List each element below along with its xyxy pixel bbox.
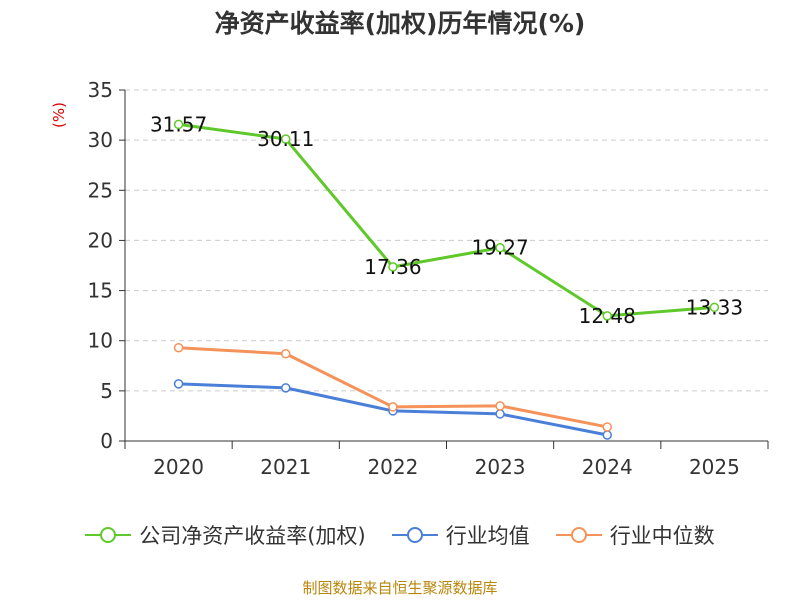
data-point bbox=[709, 302, 720, 313]
data-point bbox=[495, 242, 505, 253]
data-point bbox=[602, 422, 612, 432]
data-point bbox=[173, 379, 184, 389]
data-point bbox=[173, 119, 184, 130]
x-tick-label: 2025 bbox=[689, 455, 740, 479]
legend-line-marker-icon bbox=[85, 527, 132, 543]
y-tick-label: 5 bbox=[100, 379, 113, 403]
legend: 公司净资产收益率(加权) 行业均值 行业中位数 bbox=[0, 520, 800, 550]
data-point bbox=[495, 409, 505, 419]
data-point bbox=[281, 349, 291, 359]
legend-line-marker-icon bbox=[555, 527, 602, 543]
legend-label-industry-average: 行业均值 bbox=[445, 524, 530, 548]
legend-item-company[interactable]: 公司净资产收益率(加权) bbox=[85, 520, 366, 550]
y-tick-label: 10 bbox=[88, 329, 113, 353]
data-label: 12.48 bbox=[579, 304, 636, 328]
legend-label-industry-median: 行业中位数 bbox=[609, 524, 715, 548]
data-point bbox=[602, 311, 612, 321]
series-line bbox=[178, 122, 715, 318]
y-tick-label: 15 bbox=[88, 279, 113, 303]
data-point bbox=[602, 430, 612, 440]
y-tick-label: 35 bbox=[88, 78, 113, 102]
legend-line-marker-icon bbox=[391, 527, 438, 543]
y-tick-label: 25 bbox=[88, 178, 113, 202]
data-point bbox=[495, 401, 505, 411]
y-tick-label: 20 bbox=[88, 228, 113, 252]
data-source-note: 制图数据来自恒生聚源数据库 bbox=[302, 579, 498, 597]
x-tick-label: 2024 bbox=[582, 455, 633, 479]
data-point bbox=[281, 134, 291, 144]
data-label: 17.36 bbox=[364, 255, 421, 279]
y-tick-label: 30 bbox=[88, 128, 113, 152]
x-tick-label: 2023 bbox=[475, 455, 526, 479]
x-tick-label: 2020 bbox=[153, 455, 204, 479]
y-tick-label: 0 bbox=[100, 429, 113, 453]
data-label: 31.57 bbox=[150, 112, 207, 136]
data-label: 30.11 bbox=[257, 127, 314, 151]
data-label: 19.27 bbox=[471, 236, 528, 260]
data-point bbox=[281, 383, 291, 393]
x-tick-label: 2022 bbox=[367, 455, 418, 479]
data-point bbox=[173, 342, 184, 353]
chart-title: 净资产收益率(加权)历年情况(%) bbox=[214, 9, 586, 38]
legend-item-industry-median[interactable]: 行业中位数 bbox=[555, 520, 715, 550]
data-point bbox=[388, 262, 398, 272]
legend-item-industry-average[interactable]: 行业均值 bbox=[391, 520, 530, 550]
data-point bbox=[388, 402, 398, 412]
x-tick-label: 2021 bbox=[260, 455, 311, 479]
legend-label-company: 公司净资产收益率(加权) bbox=[139, 524, 366, 548]
data-label: 13.33 bbox=[686, 295, 743, 319]
